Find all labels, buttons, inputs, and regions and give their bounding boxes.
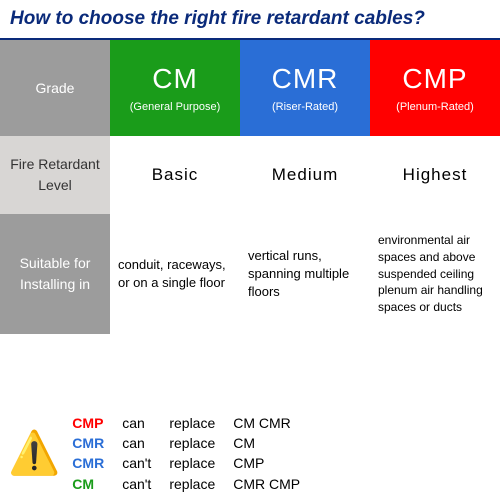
rule-action: replace [169, 453, 215, 473]
grade-cmr: CMR (Riser-Rated) [240, 40, 370, 136]
grade-header: Grade [0, 40, 110, 136]
fire-level-cmp: Highest [370, 136, 500, 214]
suitable-cmr: vertical runs, spanning multiple floors [240, 214, 370, 334]
suitable-header-text: Suitable for Installing in [6, 253, 104, 295]
fire-level-cm: Basic [110, 136, 240, 214]
fire-cm-text: Basic [152, 163, 199, 187]
rule-can: can't [122, 474, 151, 494]
suitable-cmr-text: vertical runs, spanning multiple floors [248, 247, 362, 302]
cmp-label: CMP [402, 63, 467, 95]
page-title: How to choose the right fire retardant c… [0, 0, 500, 40]
fire-level-cmr: Medium [240, 136, 370, 214]
grade-header-text: Grade [36, 78, 75, 99]
rule-target: CM CMR [233, 413, 300, 433]
rules-col-action: replacereplacereplacereplace [169, 413, 215, 494]
suitable-cmp-text: environmental air spaces and above suspe… [378, 232, 492, 316]
rule-can: can [122, 413, 151, 433]
grade-cm: CM (General Purpose) [110, 40, 240, 136]
fire-level-header-text: Fire Retardant Level [6, 154, 104, 196]
rule-can: can [122, 433, 151, 453]
rule-label: CMR [72, 433, 104, 453]
rule-label: CMR [72, 453, 104, 473]
cmr-label: CMR [272, 63, 339, 95]
replacement-rules: ⚠️ CMPCMRCMRCM cancancan'tcan't replacer… [0, 407, 500, 500]
suitable-cm: conduit, raceways, or on a single floor [110, 214, 240, 334]
fire-level-row: Fire Retardant Level Basic Medium Highes… [0, 136, 500, 214]
rule-action: replace [169, 474, 215, 494]
comparison-table: Grade CM (General Purpose) CMR (Riser-Ra… [0, 40, 500, 407]
fire-cmp-text: Highest [403, 163, 468, 187]
suitable-header: Suitable for Installing in [0, 214, 110, 334]
rule-target: CMP [233, 453, 300, 473]
rules-col-target: CM CMRCMCMPCMR CMP [233, 413, 300, 494]
fire-level-header: Fire Retardant Level [0, 136, 110, 214]
grade-row: Grade CM (General Purpose) CMR (Riser-Ra… [0, 40, 500, 136]
rule-label: CM [72, 474, 104, 494]
fire-cmr-text: Medium [272, 163, 338, 187]
rule-target: CM [233, 433, 300, 453]
rule-label: CMP [72, 413, 104, 433]
rules-col-can: cancancan'tcan't [122, 413, 151, 494]
cmr-sub: (Riser-Rated) [272, 101, 338, 113]
grade-cmp: CMP (Plenum-Rated) [370, 40, 500, 136]
suitable-cmp: environmental air spaces and above suspe… [370, 214, 500, 334]
rules-col-label: CMPCMRCMRCM [72, 413, 104, 494]
cm-sub: (General Purpose) [130, 101, 221, 113]
rules-grid: CMPCMRCMRCM cancancan'tcan't replacerepl… [72, 413, 300, 494]
cmp-sub: (Plenum-Rated) [396, 101, 474, 113]
warning-icon: ⚠️ [8, 429, 60, 478]
suitable-cm-text: conduit, raceways, or on a single floor [118, 256, 232, 292]
cm-label: CM [152, 63, 198, 95]
suitable-row: Suitable for Installing in conduit, race… [0, 214, 500, 334]
rule-action: replace [169, 413, 215, 433]
rule-can: can't [122, 453, 151, 473]
rule-action: replace [169, 433, 215, 453]
rule-target: CMR CMP [233, 474, 300, 494]
